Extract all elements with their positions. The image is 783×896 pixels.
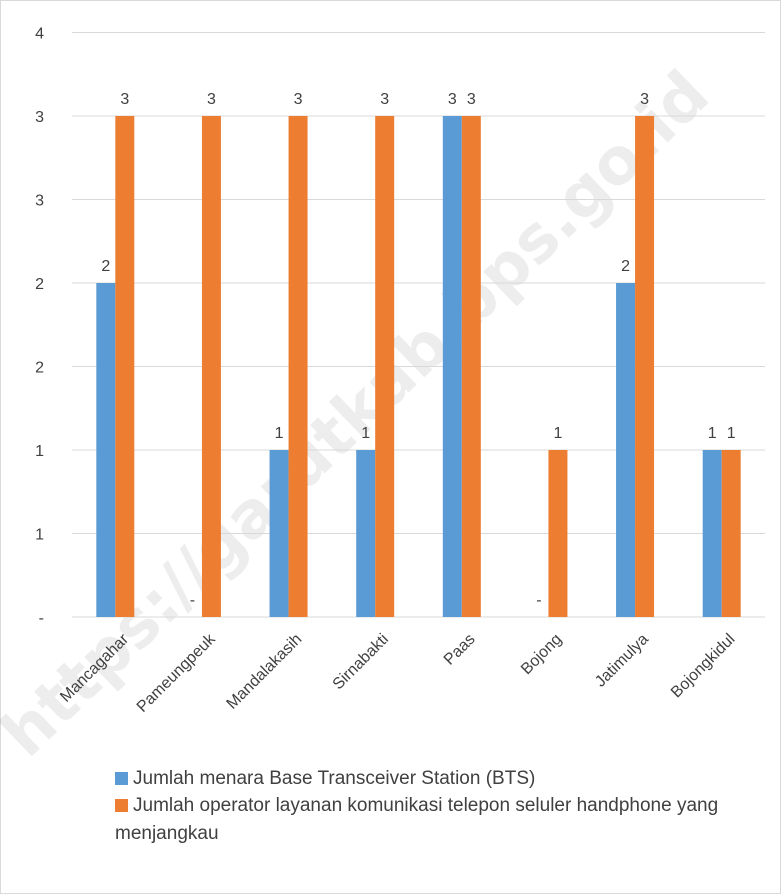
data-label: - [536, 592, 541, 609]
data-label: 2 [101, 258, 110, 275]
x-category-label: Bojongkidul [668, 631, 739, 702]
y-tick-label: - [39, 610, 44, 627]
x-category-label: Mandalakasih [224, 631, 306, 713]
x-category-label: Sirnabakti [330, 631, 392, 693]
bar-operator [288, 116, 308, 617]
x-category-label: Jatimulya [592, 631, 652, 691]
data-label: 1 [361, 425, 370, 442]
bar-operator [461, 116, 481, 617]
data-label: 3 [467, 91, 476, 108]
x-category-label: Paas [441, 631, 479, 669]
y-tick-label: 2 [35, 360, 44, 377]
bar-bts [702, 450, 722, 617]
data-label: 1 [553, 425, 562, 442]
data-label: 3 [294, 91, 303, 108]
bar-bts [96, 283, 116, 617]
data-label: - [190, 592, 195, 609]
bar-operator [721, 450, 741, 617]
y-tick-label: 3 [35, 193, 44, 210]
legend-swatch-bts [115, 772, 128, 785]
y-tick-label: 1 [35, 443, 44, 460]
data-label: 1 [275, 425, 284, 442]
bar-operator [115, 116, 135, 617]
y-tick-label: 3 [35, 109, 44, 126]
data-label: 3 [640, 91, 649, 108]
bar-bts [269, 450, 289, 617]
legend-label-operator: Jumlah operator layanan komunikasi telep… [115, 795, 719, 844]
data-label: 1 [727, 425, 736, 442]
y-tick-label: 2 [35, 276, 44, 293]
data-label: 3 [448, 91, 457, 108]
bar-bts [356, 450, 376, 617]
bar-operator [201, 116, 221, 617]
y-tick-label: 1 [35, 527, 44, 544]
bar-bts [616, 283, 636, 617]
x-category-label: Bojong [518, 631, 565, 678]
data-label: 3 [120, 91, 129, 108]
data-label: 3 [207, 91, 216, 108]
legend-item-bts: Jumlah menara Base Transceiver Station (… [115, 765, 535, 793]
bars [96, 116, 741, 617]
data-label: 1 [708, 425, 717, 442]
bar-operator [548, 450, 568, 617]
legend-swatch-operator [115, 799, 128, 812]
data-label: 3 [380, 91, 389, 108]
legend-label-bts: Jumlah menara Base Transceiver Station (… [133, 768, 536, 789]
y-tick-label: 4 [35, 26, 44, 43]
legend-item-operator: Jumlah operator layanan komunikasi telep… [115, 792, 775, 848]
bar-operator [635, 116, 655, 617]
bar-operator [375, 116, 395, 617]
y-axis-ticks: - 1 1 2 2 3 3 4 [35, 26, 44, 628]
bar-bts [442, 116, 462, 617]
data-label: 2 [621, 258, 630, 275]
